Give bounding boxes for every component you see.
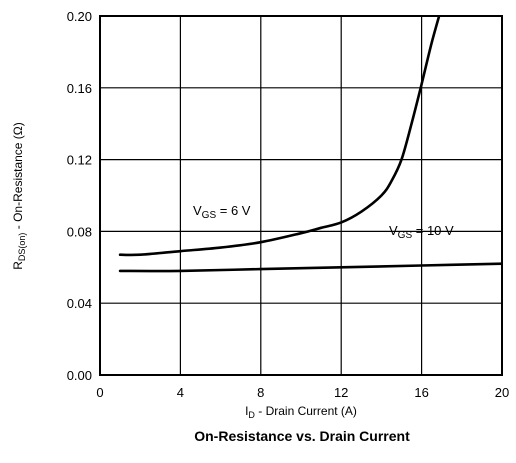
y-tick-label: 0.16 [67, 81, 92, 96]
series-label-vgs6: VGS = 6 V [193, 203, 251, 221]
y-tick-label: 0.20 [67, 9, 92, 24]
y-axis-label: RDS(on) - On-Resistance (Ω) [11, 122, 27, 270]
x-tick-labels: 0 4 8 12 16 20 [96, 385, 509, 400]
x-tick-label: 8 [257, 385, 264, 400]
y-tick-label: 0.08 [67, 224, 92, 239]
plot-frame [99, 15, 503, 376]
x-tick-label: 20 [495, 385, 509, 400]
grid [100, 16, 502, 375]
y-tick-label: 0.04 [67, 296, 92, 311]
series-line-vgs10 [118, 262, 502, 273]
y-tick-labels: 0.00 0.04 0.08 0.12 0.16 0.20 [67, 9, 92, 383]
x-tick-label: 12 [334, 385, 348, 400]
x-tick-label: 16 [414, 385, 428, 400]
series-label-vgs10: VGS = 10 V [389, 223, 454, 241]
series-line-vgs6 [118, 16, 441, 257]
y-tick-label: 0.00 [67, 368, 92, 383]
x-tick-label: 0 [96, 385, 103, 400]
x-axis-label: ID - Drain Current (A) [245, 404, 357, 420]
chart-title: On-Resistance vs. Drain Current [194, 428, 410, 444]
x-tick-label: 4 [177, 385, 184, 400]
curves [118, 16, 502, 273]
y-tick-label: 0.12 [67, 153, 92, 168]
